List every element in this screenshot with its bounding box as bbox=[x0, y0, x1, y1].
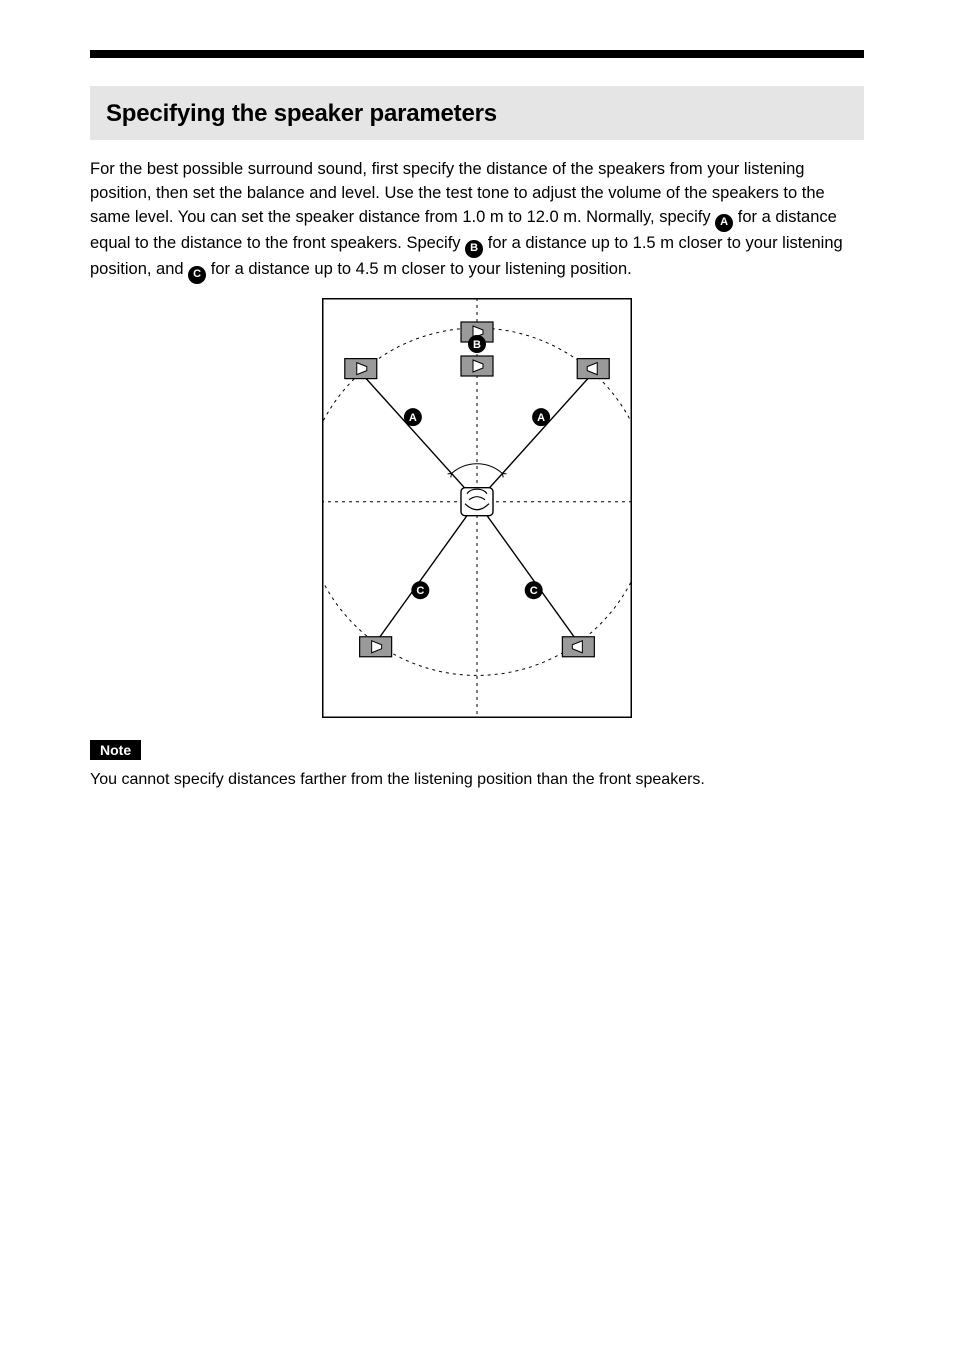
badge-c-inline: C bbox=[188, 266, 206, 284]
intro-paragraph: For the best possible surround sound, fi… bbox=[90, 158, 864, 284]
badge-b-inline: B bbox=[465, 240, 483, 258]
svg-text:A: A bbox=[409, 412, 417, 424]
note-label: Note bbox=[90, 740, 141, 760]
section-heading-band: Specifying the speaker parameters bbox=[90, 86, 864, 140]
intro-text-4: for a distance up to 4.5 m closer to you… bbox=[211, 260, 632, 278]
note-text: You cannot specify distances farther fro… bbox=[90, 768, 864, 791]
svg-text:C: C bbox=[416, 585, 424, 597]
diagram-container: A A B C C bbox=[90, 298, 864, 718]
section-heading: Specifying the speaker parameters bbox=[106, 100, 848, 128]
badge-a-left: A bbox=[404, 408, 422, 426]
svg-text:A: A bbox=[537, 412, 545, 424]
speaker-layout-diagram: A A B C C bbox=[322, 298, 632, 718]
badge-c-left: C bbox=[411, 581, 429, 599]
top-rule bbox=[90, 50, 864, 58]
svg-text:B: B bbox=[473, 339, 481, 351]
badge-a-right: A bbox=[532, 408, 550, 426]
svg-text:C: C bbox=[530, 585, 538, 597]
badge-b: B bbox=[468, 335, 486, 353]
badge-c-right: C bbox=[525, 581, 543, 599]
badge-a-inline: A bbox=[715, 214, 733, 232]
intro-text-1: For the best possible surround sound, fi… bbox=[90, 160, 825, 226]
